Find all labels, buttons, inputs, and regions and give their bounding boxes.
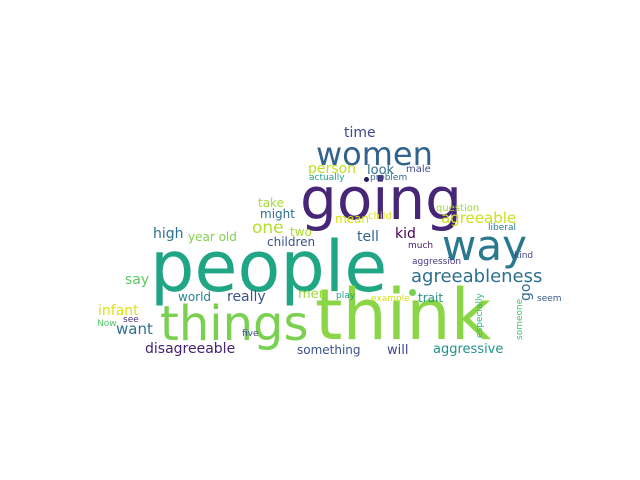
word-cloud-word: person — [308, 161, 356, 177]
word-cloud-word: take — [258, 196, 284, 210]
word-cloud-word: things — [160, 296, 309, 352]
word-cloud-word: Now — [97, 319, 117, 329]
word-cloud-word: liberal — [488, 223, 516, 233]
word-cloud-word: especially — [475, 293, 485, 338]
word-cloud-word: example — [371, 294, 410, 304]
word-cloud-word: seem — [537, 294, 562, 304]
word-cloud-word: will — [387, 343, 409, 358]
word-cloud-word: tell — [357, 229, 379, 245]
word-cloud-word: play — [336, 291, 356, 301]
word-cloud-dot — [364, 177, 369, 182]
word-cloud-word: disagreeable — [145, 341, 236, 357]
word-cloud-word: infant — [98, 303, 139, 319]
word-cloud-word: aggression — [412, 257, 462, 267]
word-cloud-word: time — [344, 125, 376, 141]
word-cloud-word: men — [298, 287, 327, 302]
word-cloud-word: year old — [188, 230, 237, 244]
word-cloud-word: say — [125, 272, 150, 288]
word-cloud-word: trait — [418, 291, 444, 305]
word-cloud-word: look — [367, 163, 395, 178]
word-cloud-word: kid — [395, 226, 416, 242]
word-cloud-word: really — [227, 289, 266, 305]
word-cloud-word: question — [436, 203, 480, 214]
word-cloud-word: much — [408, 241, 434, 251]
word-cloud-word: going — [300, 165, 462, 233]
word-cloud-word: children — [267, 235, 316, 249]
word-cloud-word: kind — [514, 251, 534, 261]
word-cloud-word: way — [442, 221, 527, 270]
word-cloud-word: actually — [309, 173, 345, 183]
word-cloud-word: someone — [515, 298, 525, 340]
word-cloud-word: problem — [370, 173, 408, 183]
word-cloud-word: child — [368, 211, 392, 222]
word-cloud-word: aggressive — [433, 342, 504, 357]
word-cloud-word: think — [315, 274, 492, 356]
word-cloud-word: five — [242, 329, 259, 339]
word-cloud-word: might — [260, 207, 295, 221]
word-cloud-word: one — [252, 218, 284, 238]
word-cloud-word: agreeableness — [411, 266, 543, 287]
word-cloud-word: world — [178, 290, 212, 304]
word-cloud-word: women — [316, 135, 433, 173]
word-cloud-dot — [409, 289, 416, 296]
word-cloud-word: two — [290, 225, 312, 239]
word-cloud-word: high — [153, 226, 184, 242]
word-cloud-word: people — [150, 226, 388, 308]
word-cloud-word: mean — [335, 212, 370, 226]
word-cloud-word: see — [123, 315, 139, 325]
word-cloud-word: male — [406, 164, 431, 175]
word-cloud-word: want — [116, 320, 153, 338]
word-cloud-word: agreeable — [441, 209, 517, 227]
word-cloud-word: something — [297, 343, 361, 357]
